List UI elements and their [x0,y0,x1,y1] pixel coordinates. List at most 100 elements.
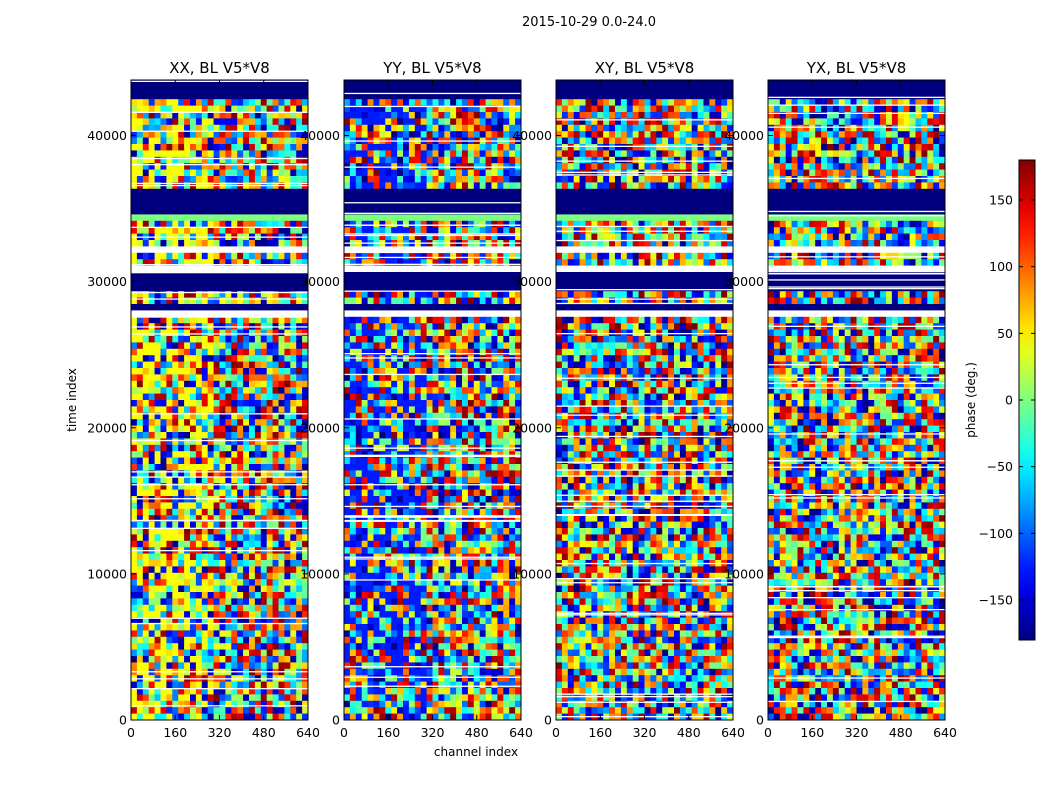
heatmap-cell [184,425,191,433]
heatmap-cell [260,508,267,516]
heatmap-cell [344,246,351,254]
heatmap-cell [367,419,374,426]
heatmap-cell [408,348,416,356]
heatmap-cell [225,156,232,164]
heatmap-cell [515,150,522,158]
heatmap-cell [148,195,155,202]
heatmap-cell [414,80,421,87]
heatmap-cell [344,144,351,151]
heatmap-cell [278,163,285,170]
heatmap-cell [503,380,510,388]
heatmap-cell [243,246,250,254]
heatmap-cell [509,291,516,298]
heatmap-cell [160,579,167,586]
heatmap-cell [266,387,273,394]
heatmap-cell [479,451,486,458]
heatmap-cell [385,457,392,465]
heatmap-cell [296,304,303,311]
heatmap-cell [207,227,214,234]
heatmap-cell [361,278,368,286]
heatmap-cell [438,419,445,426]
heatmap-cell [296,534,303,542]
heatmap-cell [254,92,262,100]
heatmap-cell [178,361,185,369]
heatmap-cell [462,304,469,311]
heatmap-cell [278,483,285,490]
heatmap-cell [397,342,404,350]
heatmap-cell [219,291,226,298]
heatmap-cell [142,259,149,266]
heatmap-cell [503,278,510,286]
heatmap-cell [136,470,144,478]
heatmap-cell [296,86,303,94]
heatmap-cell [391,361,398,369]
heatmap-cell [195,617,203,625]
heatmap-cell [379,233,386,241]
heatmap-cell [438,272,445,279]
heatmap-cell [456,412,463,420]
heatmap-cell [172,387,179,394]
heatmap-cell [243,304,250,311]
heatmap-cell [284,272,291,279]
heatmap-cell [503,291,510,298]
heatmap-cell [456,214,463,222]
heatmap-cell [260,105,267,113]
heatmap-cell [290,598,297,606]
heatmap-cell [190,483,197,490]
heatmap-cell [302,598,309,606]
heatmap-cell [213,304,220,311]
heatmap-cell [136,419,144,426]
heatmap-cell [302,604,309,612]
flagged-row-line [131,111,308,113]
heatmap-cell [450,451,457,458]
heatmap-cell [379,451,386,458]
heatmap-cell [172,630,179,638]
heatmap-cell [373,489,380,497]
heatmap-cell [225,361,232,369]
heatmap-cell [426,336,433,343]
heatmap-cell [432,432,439,439]
heatmap-cell [195,489,203,497]
heatmap-cell [136,700,144,708]
heatmap-cell [302,387,309,394]
heatmap-cell [426,297,433,305]
heatmap-cell [450,131,457,138]
heatmap-cell [160,105,167,113]
heatmap-cell [213,99,220,106]
heatmap-cell [397,387,404,394]
heatmap-cell [219,176,226,183]
heatmap-cell [207,368,214,375]
heatmap-cell [272,195,279,202]
heatmap-cell [260,604,267,612]
heatmap-cell [397,195,404,202]
heatmap-cell [361,489,368,497]
heatmap-cell [254,380,262,388]
heatmap-cell [213,220,220,228]
heatmap-cell [213,617,220,625]
heatmap-cell [166,342,173,350]
heatmap-cell [254,355,262,362]
heatmap-cell [154,451,161,458]
heatmap-cell [136,201,144,209]
heatmap-cell [136,361,144,369]
heatmap-cell [225,310,232,318]
heatmap-cell [444,156,451,164]
heatmap-cell [254,105,262,113]
heatmap-cell [266,604,273,612]
heatmap-cell [142,432,149,439]
heatmap-cell [379,124,386,132]
heatmap-cell [367,272,374,279]
heatmap-cell [302,374,309,382]
heatmap-cell [414,284,421,292]
heatmap-cell [249,560,256,567]
heatmap-cell [243,630,250,638]
heatmap-cell [284,476,291,484]
heatmap-cell [190,240,197,247]
heatmap-cell [131,124,138,132]
heatmap-cell [172,592,179,599]
heatmap-cell [148,713,155,721]
heatmap-cell [260,451,267,458]
heatmap-cell [408,150,416,158]
heatmap-cell [278,368,285,375]
heatmap-cell [355,105,362,113]
